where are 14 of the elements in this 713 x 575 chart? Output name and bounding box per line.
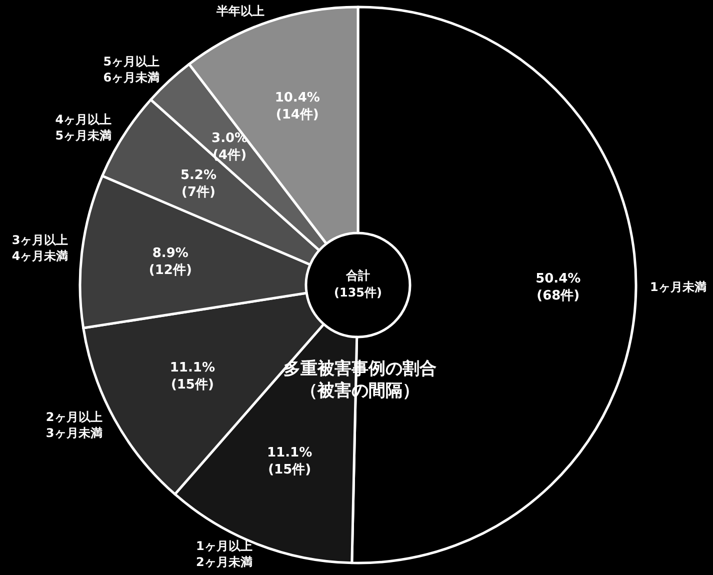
slice-label: 半年以上: [215, 4, 264, 18]
data-label: 8.9% (12件): [148, 246, 192, 278]
data-label: 11.1% (15件): [170, 360, 215, 392]
slice-label: 1ヶ月未満: [650, 280, 706, 294]
data-label: 10.4% (14件): [274, 90, 320, 122]
slice-label: 1ヶ月以上 2ヶ月未満: [196, 539, 252, 570]
slice-label: 2ヶ月以上 3ヶ月未満: [46, 410, 102, 440]
slice-label: 4ヶ月以上 5ヶ月未満: [55, 112, 112, 143]
data-label: 50.4% (68件): [536, 271, 581, 304]
text: 合計 (135件): [334, 268, 382, 300]
data-label: 11.1% (15件): [267, 445, 312, 478]
data-label: 5.2% (7件): [180, 168, 217, 200]
slice-label: 3ヶ月以上 4ヶ月未満: [12, 233, 68, 264]
slice-label: 5ヶ月以上 6ヶ月未満: [103, 55, 160, 86]
